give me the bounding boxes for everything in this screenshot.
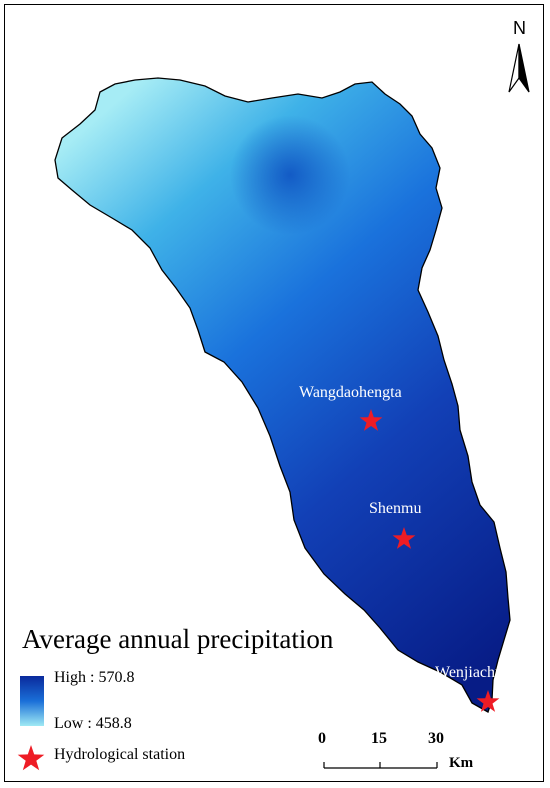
scale-bar	[323, 762, 438, 769]
station-label-shenmu: Shenmu	[369, 500, 422, 517]
scale-tick-0: 0	[318, 730, 326, 747]
basin-boundary	[54, 77, 511, 713]
scale-tick-30: 30	[428, 730, 444, 747]
station-marker-wenjiachuan[interactable]	[476, 690, 500, 712]
north-arrow-icon	[508, 43, 530, 93]
legend-title: Average annual precipitation	[22, 624, 334, 654]
scale-unit: Km	[449, 755, 474, 771]
station-label-wenjiachuan: Wenjiachuan	[435, 664, 519, 681]
station-marker-shenmu[interactable]	[392, 527, 416, 549]
station-marker-wangdaohengta[interactable]	[359, 409, 383, 431]
scale-tick-15: 15	[371, 730, 387, 747]
precipitation-high-zone	[230, 115, 350, 235]
legend-low-label: Low : 458.8	[54, 715, 132, 732]
legend-station-star-icon	[17, 745, 45, 771]
precipitation-gradient-swatch	[20, 676, 44, 726]
legend-station-label: Hydrological station	[54, 746, 186, 763]
map-frame	[4, 4, 544, 782]
north-label: N	[513, 18, 526, 38]
station-label-wangdaohengta: Wangdaohengta	[299, 384, 402, 401]
legend-high-label: High : 570.8	[54, 669, 135, 686]
